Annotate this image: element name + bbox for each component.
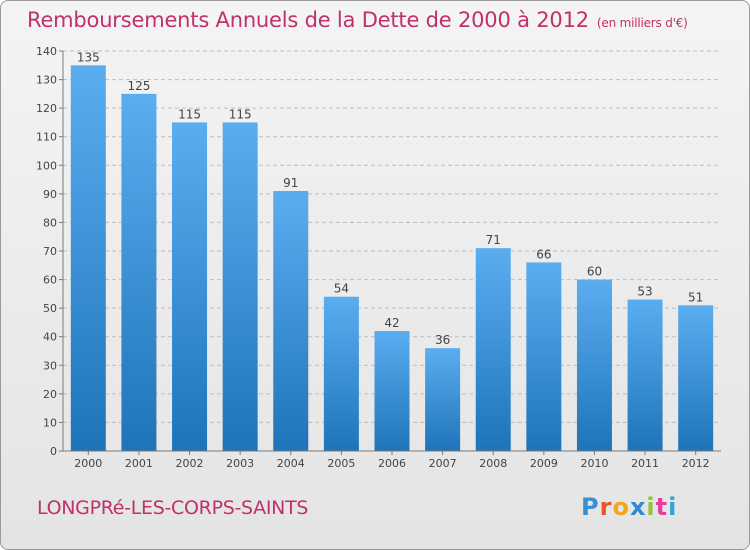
commune-name: LONGPRé-LES-CORPS-SAINTS [37, 497, 309, 519]
x-tick-label: 2002 [176, 457, 204, 470]
y-tick-label: 30 [43, 359, 57, 372]
logo-letter: o [612, 493, 630, 521]
y-tick-label: 50 [43, 302, 57, 315]
x-tick-label: 2006 [378, 457, 406, 470]
x-tick-label: 2008 [479, 457, 507, 470]
y-tick-label: 80 [43, 216, 57, 229]
logo-letter: t [655, 493, 669, 521]
y-tick-label: 110 [36, 131, 57, 144]
y-tick-label: 60 [43, 274, 57, 287]
x-tick-label: 2012 [682, 457, 710, 470]
x-tick-label: 2011 [631, 457, 659, 470]
chart-title: Remboursements Annuels de la Dette de 20… [27, 8, 688, 32]
bar-2010 [576, 279, 612, 451]
x-tick-label: 2004 [277, 457, 305, 470]
chart-unit: (en milliers d'€) [596, 16, 688, 30]
bar-2006 [374, 331, 410, 451]
x-tick-label: 2007 [429, 457, 457, 470]
bar-value-label: 91 [283, 176, 298, 190]
bar-value-label: 53 [637, 285, 652, 299]
logo-letter: P [581, 493, 600, 521]
bar-2001 [121, 93, 157, 451]
x-tick-label: 2001 [125, 457, 153, 470]
y-tick-label: 130 [36, 74, 57, 87]
bar-value-label: 115 [229, 107, 252, 121]
logo-letter: i [646, 493, 656, 521]
y-tick-label: 40 [43, 331, 57, 344]
proxiti-logo: Proxiti [581, 493, 677, 521]
bar-value-label: 54 [334, 282, 349, 296]
y-tick-label: 140 [36, 45, 57, 58]
x-tick-label: 2003 [226, 457, 254, 470]
bar-2004 [273, 191, 309, 451]
bar-2003 [222, 122, 258, 451]
x-tick-label: 2000 [74, 457, 102, 470]
bar-value-label: 135 [77, 50, 100, 64]
bar-value-label: 66 [536, 247, 551, 261]
x-tick-label: 2005 [327, 457, 355, 470]
y-tick-label: 90 [43, 188, 57, 201]
bar-2005 [323, 296, 359, 451]
logo-letter: i [668, 493, 678, 521]
bar-value-label: 60 [587, 265, 602, 279]
x-tick-label: 2010 [580, 457, 608, 470]
y-tick-label: 10 [43, 416, 57, 429]
bar-2008 [475, 248, 511, 451]
bar-2000 [70, 65, 106, 452]
bar-2002 [172, 122, 208, 451]
y-tick-label: 120 [36, 102, 57, 115]
logo-letter: r [599, 493, 613, 521]
bar-value-label: 125 [127, 79, 150, 93]
y-tick-label: 70 [43, 245, 57, 258]
y-tick-label: 20 [43, 388, 57, 401]
bar-2009 [526, 262, 562, 451]
y-tick-label: 0 [50, 445, 57, 458]
x-tick-label: 2009 [530, 457, 558, 470]
bar-value-label: 51 [688, 290, 703, 304]
bar-value-label: 42 [384, 316, 399, 330]
bar-2012 [678, 305, 714, 451]
bar-value-label: 36 [435, 333, 450, 347]
bar-2011 [627, 299, 663, 451]
y-tick-label: 100 [36, 159, 57, 172]
bar-2007 [425, 348, 461, 451]
bar-value-label: 71 [486, 233, 501, 247]
logo-letter: x [629, 493, 647, 521]
bar-value-label: 115 [178, 107, 201, 121]
